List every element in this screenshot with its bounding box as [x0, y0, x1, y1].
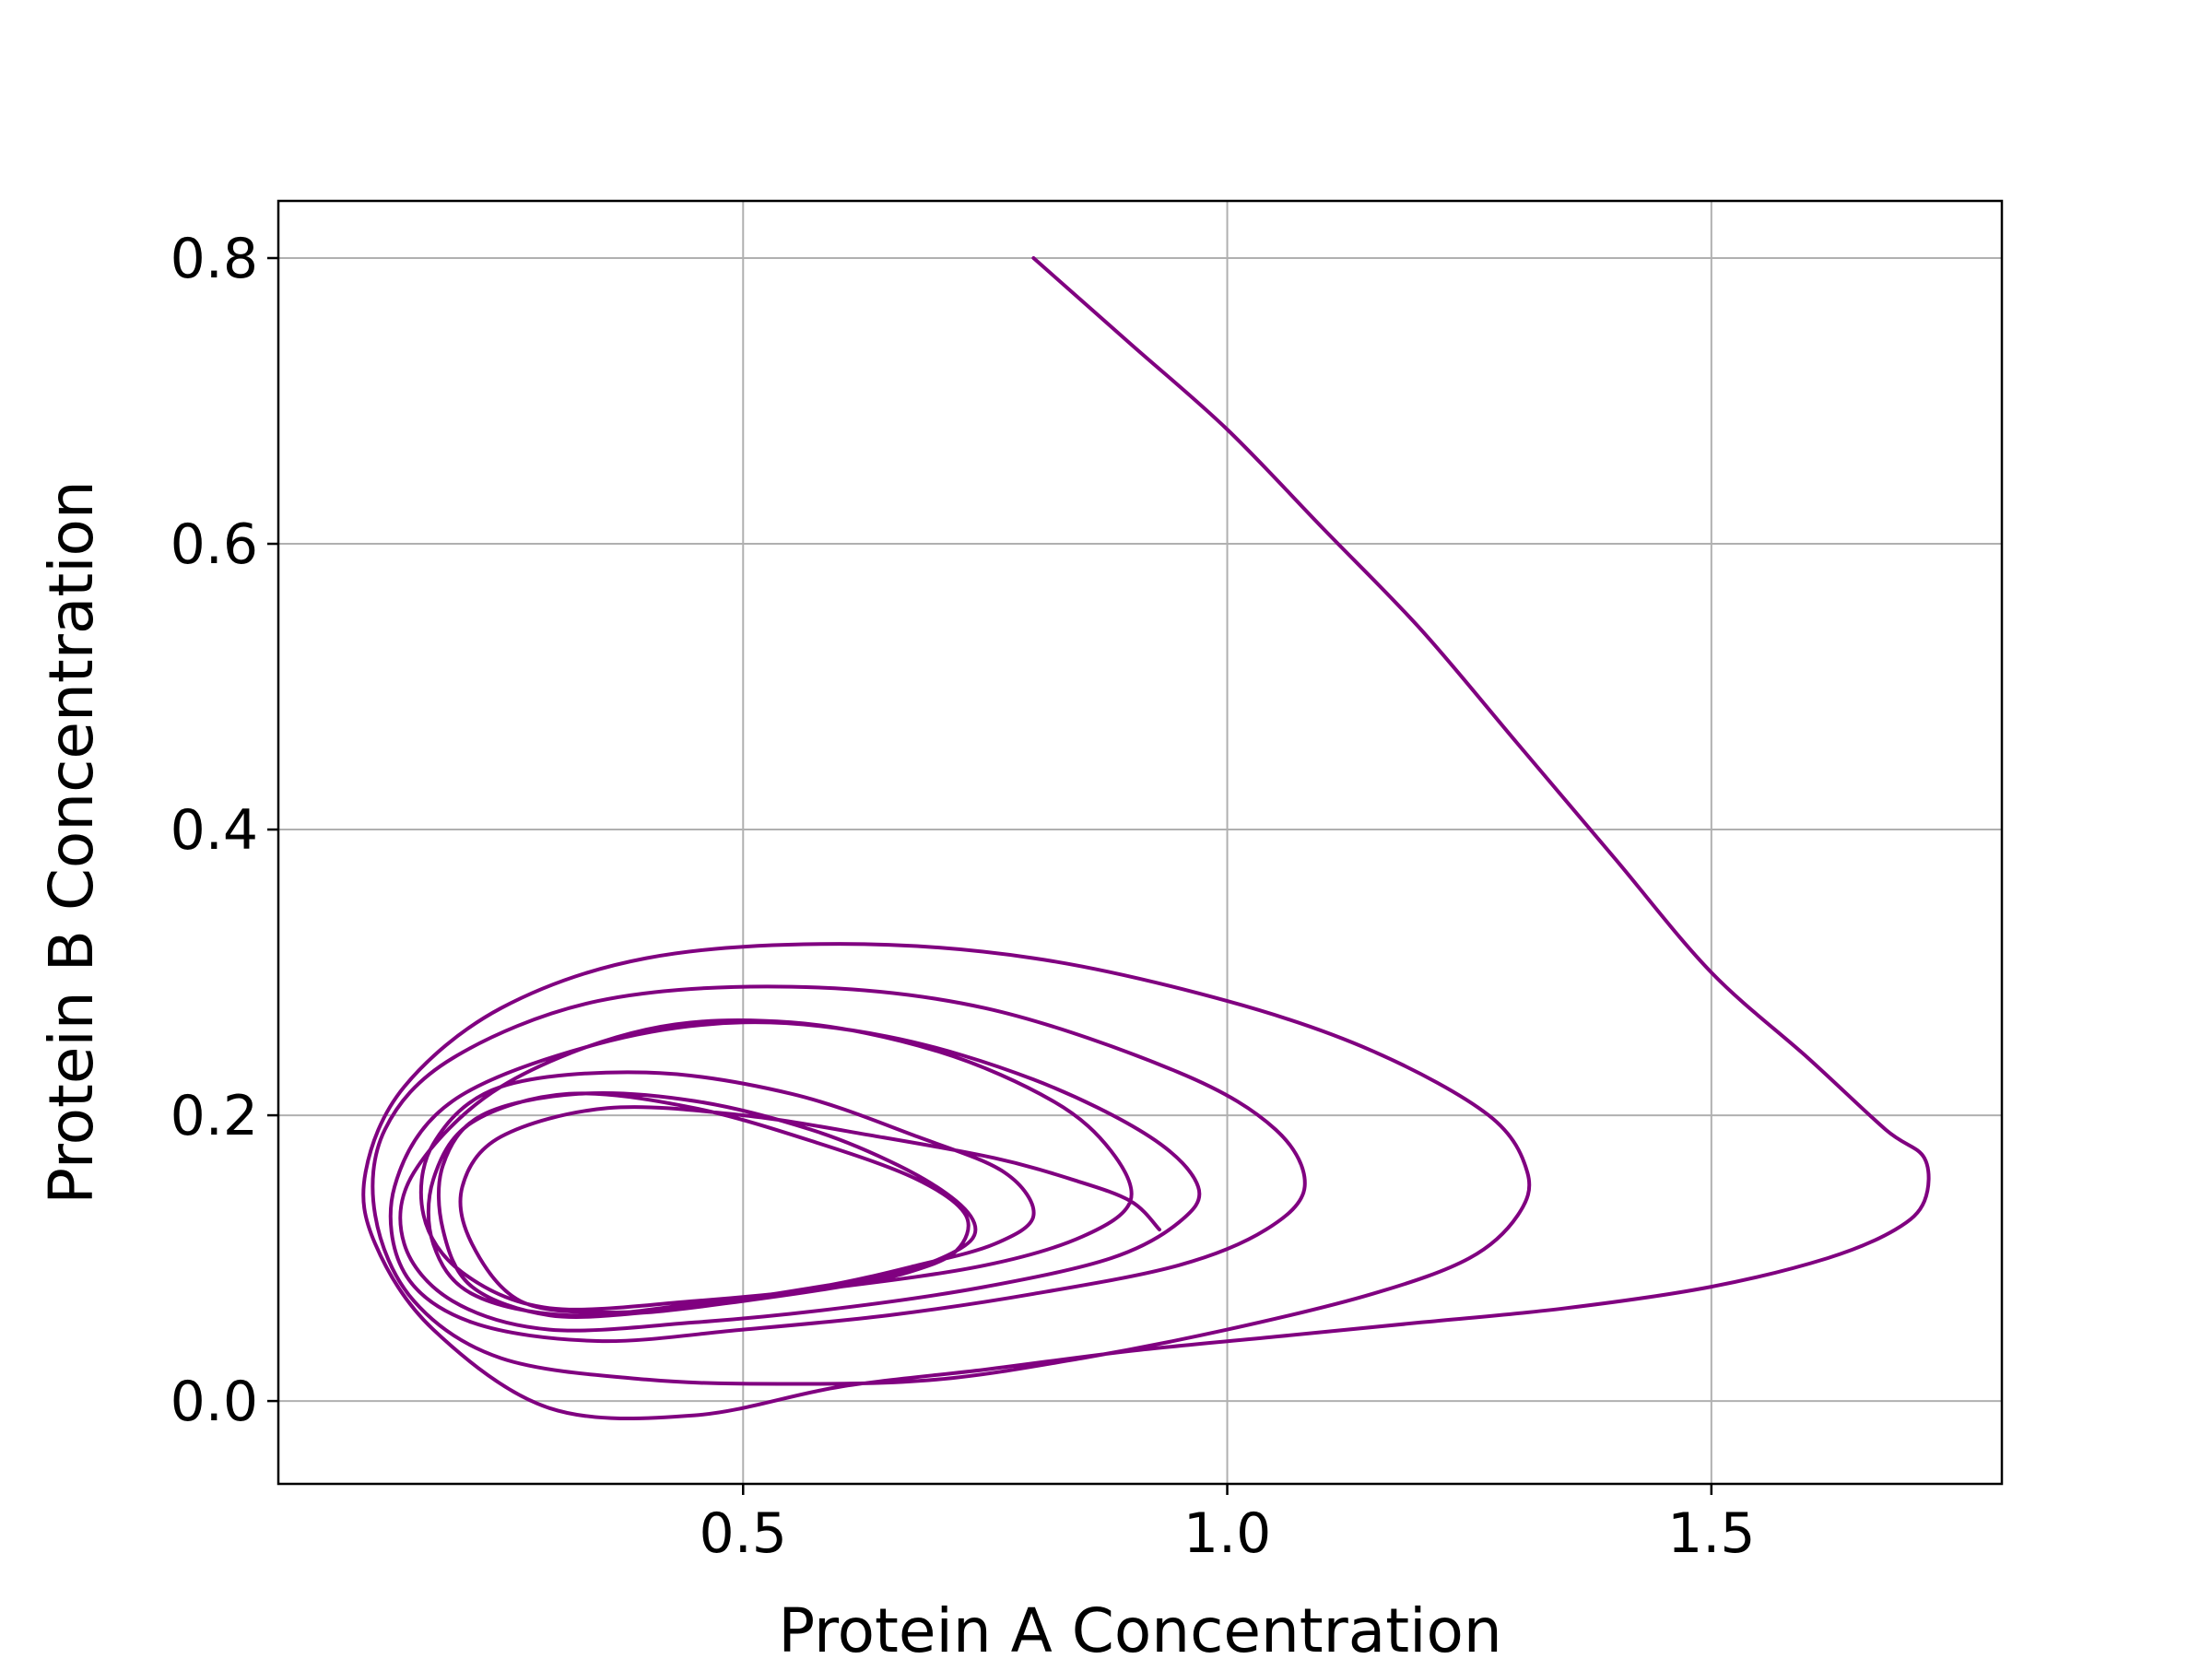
y-tick-label: 0.0	[171, 1370, 258, 1434]
x-axis-label: Protein A Concentration	[778, 1595, 1501, 1659]
y-tick-label: 0.4	[171, 798, 258, 863]
y-tick-label: 0.6	[171, 512, 258, 577]
grid-lines	[278, 201, 2002, 1484]
y-tick-label: 0.2	[171, 1084, 258, 1148]
x-tick-label: 0.5	[700, 1501, 787, 1566]
y-axis-label: Protein B Concentration	[36, 480, 107, 1205]
axis-ticks: 0.5 1.0 1.5 0.0 0.2 0.4 0.6 0.8	[171, 227, 1756, 1566]
x-tick-label: 1.5	[1667, 1501, 1755, 1566]
plot-frame	[276, 199, 2004, 1486]
x-tick-label: 1.0	[1183, 1501, 1271, 1566]
trajectory-line	[361, 256, 1931, 1421]
y-tick-label: 0.8	[171, 227, 258, 291]
